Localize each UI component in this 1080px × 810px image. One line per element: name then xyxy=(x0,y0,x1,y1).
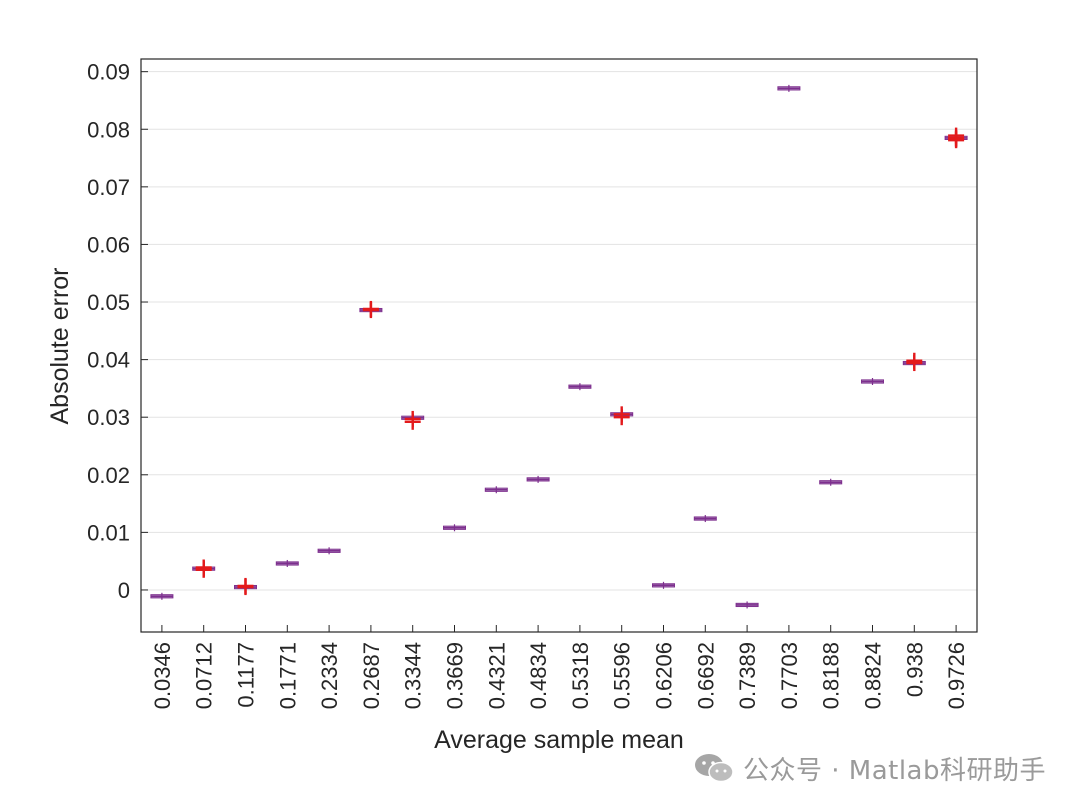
box-0.3669 xyxy=(443,524,466,532)
box-0.5318 xyxy=(568,383,592,391)
x-tick-label: 0.938 xyxy=(902,642,927,697)
box-0.0346 xyxy=(150,592,174,600)
box-0.8188 xyxy=(819,478,843,486)
y-tick-label: 0.01 xyxy=(87,520,130,545)
y-tick-label: 0.05 xyxy=(87,290,130,315)
x-tick-label: 0.0712 xyxy=(192,642,217,709)
x-tick-label: 0.7389 xyxy=(735,642,760,709)
boxes xyxy=(150,84,968,609)
y-tick-label: 0.09 xyxy=(87,60,130,85)
x-tick-label: 0.3344 xyxy=(401,642,426,709)
y-tick-label: 0.07 xyxy=(87,175,130,200)
y-axis-label: Absolute error xyxy=(46,267,74,424)
outlier-marker xyxy=(195,561,212,578)
outlier-marker xyxy=(404,413,421,430)
box-0.1771 xyxy=(275,559,299,567)
x-tick-label: 0.1177 xyxy=(234,642,259,708)
x-tick-label: 0.5596 xyxy=(610,642,635,709)
wechat-icon xyxy=(694,754,734,783)
outlier-marker xyxy=(362,300,379,317)
box-0.4834 xyxy=(526,475,550,483)
box-0.7703 xyxy=(777,84,801,92)
x-tick-label: 0.5318 xyxy=(568,642,593,709)
y-axis-ticks: 0 0.01 0.02 0.03 0.04 0.05 0.06 0.07 0.08 0.09 xyxy=(87,60,148,603)
outlier-marker xyxy=(948,131,965,148)
y-tick-label: 0.04 xyxy=(87,348,130,373)
y-tick-label: 0 xyxy=(118,578,130,603)
x-tick-label: 0.2334 xyxy=(317,642,342,709)
outlier-marker xyxy=(613,409,630,426)
box-0.6692 xyxy=(693,515,717,523)
plot-frame xyxy=(140,58,978,633)
x-axis-ticks: 0.0346 0.0712 0.1177 0.1771 0.2334 0.2687 0.33… xyxy=(150,625,969,709)
x-tick-label: 0.8824 xyxy=(861,642,886,709)
x-tick-label: 0.0346 xyxy=(150,642,175,709)
outlier-marker xyxy=(906,352,923,369)
x-tick-label: 0.6206 xyxy=(652,642,677,709)
x-tick-label: 0.4321 xyxy=(484,642,509,709)
y-tick-label: 0.08 xyxy=(87,117,130,142)
x-tick-label: 0.9726 xyxy=(944,642,969,709)
box-0.7389 xyxy=(735,601,759,609)
watermark-text: 公众号 · Matlab科研助手 xyxy=(742,755,1046,786)
x-tick-label: 0.8188 xyxy=(819,642,844,709)
box-0.8824 xyxy=(861,377,884,385)
box-0.6206 xyxy=(652,581,675,589)
x-tick-label: 0.6692 xyxy=(693,642,718,709)
outlier-marker xyxy=(237,577,254,594)
watermark: 公众号 · Matlab科研助手 xyxy=(693,750,1046,786)
grid-lines xyxy=(141,71,977,591)
box-0.4321 xyxy=(484,486,508,494)
outlier-markers xyxy=(195,127,965,596)
x-axis-label: Average sample mean xyxy=(434,726,684,754)
x-tick-label: 0.1771 xyxy=(275,642,300,709)
x-tick-label: 0.7703 xyxy=(777,642,802,709)
box-0.2334 xyxy=(317,547,341,555)
y-tick-label: 0.06 xyxy=(87,232,130,257)
y-tick-label: 0.02 xyxy=(87,463,130,488)
y-tick-label: 0.03 xyxy=(87,405,130,430)
x-tick-label: 0.2687 xyxy=(359,642,384,709)
x-tick-label: 0.4834 xyxy=(526,642,551,709)
x-tick-label: 0.3669 xyxy=(443,642,468,709)
